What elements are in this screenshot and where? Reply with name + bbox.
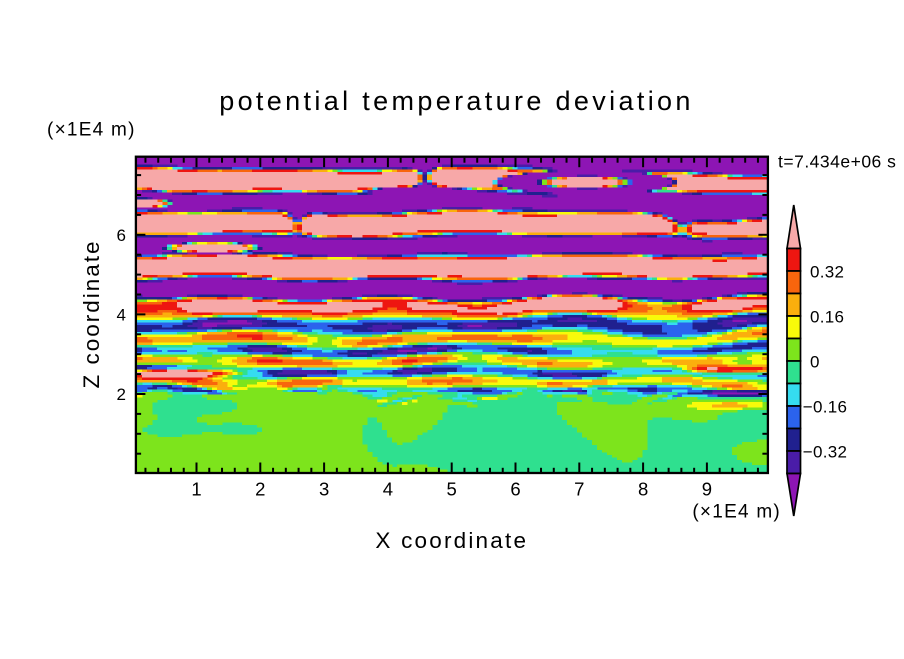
svg-text:(×1E4 m): (×1E4 m) [47,120,136,141]
svg-text:0.16: 0.16 [810,307,844,326]
svg-text:Z coordinate: Z coordinate [79,239,104,388]
svg-text:−0.16: −0.16 [803,397,848,416]
svg-text:3: 3 [319,479,329,500]
svg-text:0: 0 [810,352,820,371]
svg-text:6: 6 [510,479,520,500]
svg-text:0.32: 0.32 [810,262,844,281]
svg-text:5: 5 [447,479,457,500]
svg-text:9: 9 [702,479,712,500]
svg-text:−0.32: −0.32 [803,442,848,461]
svg-text:7: 7 [574,479,584,500]
svg-text:8: 8 [638,479,648,500]
svg-text:(×1E4 m): (×1E4 m) [692,502,781,523]
svg-text:2: 2 [117,385,126,404]
svg-text:4: 4 [383,479,393,500]
svg-text:4: 4 [117,306,126,325]
svg-text:6: 6 [117,226,126,245]
svg-text:1: 1 [191,479,201,500]
svg-text:2: 2 [255,479,265,500]
svg-text:potential temperature deviatio: potential temperature deviation [219,86,694,116]
svg-text:X coordinate: X coordinate [375,528,528,553]
svg-text:t=7.434e+06 s: t=7.434e+06 s [778,152,896,172]
